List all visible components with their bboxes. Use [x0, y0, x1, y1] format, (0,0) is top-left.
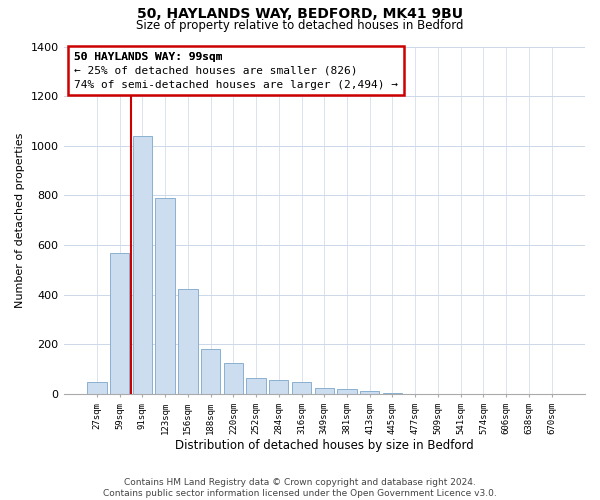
Text: 50 HAYLANDS WAY: 99sqm: 50 HAYLANDS WAY: 99sqm	[74, 52, 223, 90]
Y-axis label: Number of detached properties: Number of detached properties	[15, 132, 25, 308]
Bar	[155, 198, 175, 394]
Bar	[133, 136, 152, 394]
Text: 50, HAYLANDS WAY, BEDFORD, MK41 9BU: 50, HAYLANDS WAY, BEDFORD, MK41 9BU	[137, 8, 463, 22]
Bar	[383, 393, 402, 394]
Text: Size of property relative to detached houses in Bedford: Size of property relative to detached ho…	[136, 19, 464, 32]
Bar	[247, 378, 266, 394]
Bar	[110, 252, 130, 394]
Bar	[314, 388, 334, 394]
Text: Contains HM Land Registry data © Crown copyright and database right 2024.
Contai: Contains HM Land Registry data © Crown c…	[103, 478, 497, 498]
Bar	[87, 382, 107, 394]
X-axis label: Distribution of detached houses by size in Bedford: Distribution of detached houses by size …	[175, 440, 473, 452]
Bar	[337, 389, 356, 394]
Bar	[360, 391, 379, 394]
Bar	[224, 363, 243, 394]
Bar	[269, 380, 289, 394]
Text: 50 HAYLANDS WAY: 99sqm
← 25% of detached houses are smaller (826)
74% of semi-de: 50 HAYLANDS WAY: 99sqm ← 25% of detached…	[74, 52, 398, 90]
Bar	[292, 382, 311, 394]
Bar	[178, 288, 197, 394]
Bar	[201, 350, 220, 394]
